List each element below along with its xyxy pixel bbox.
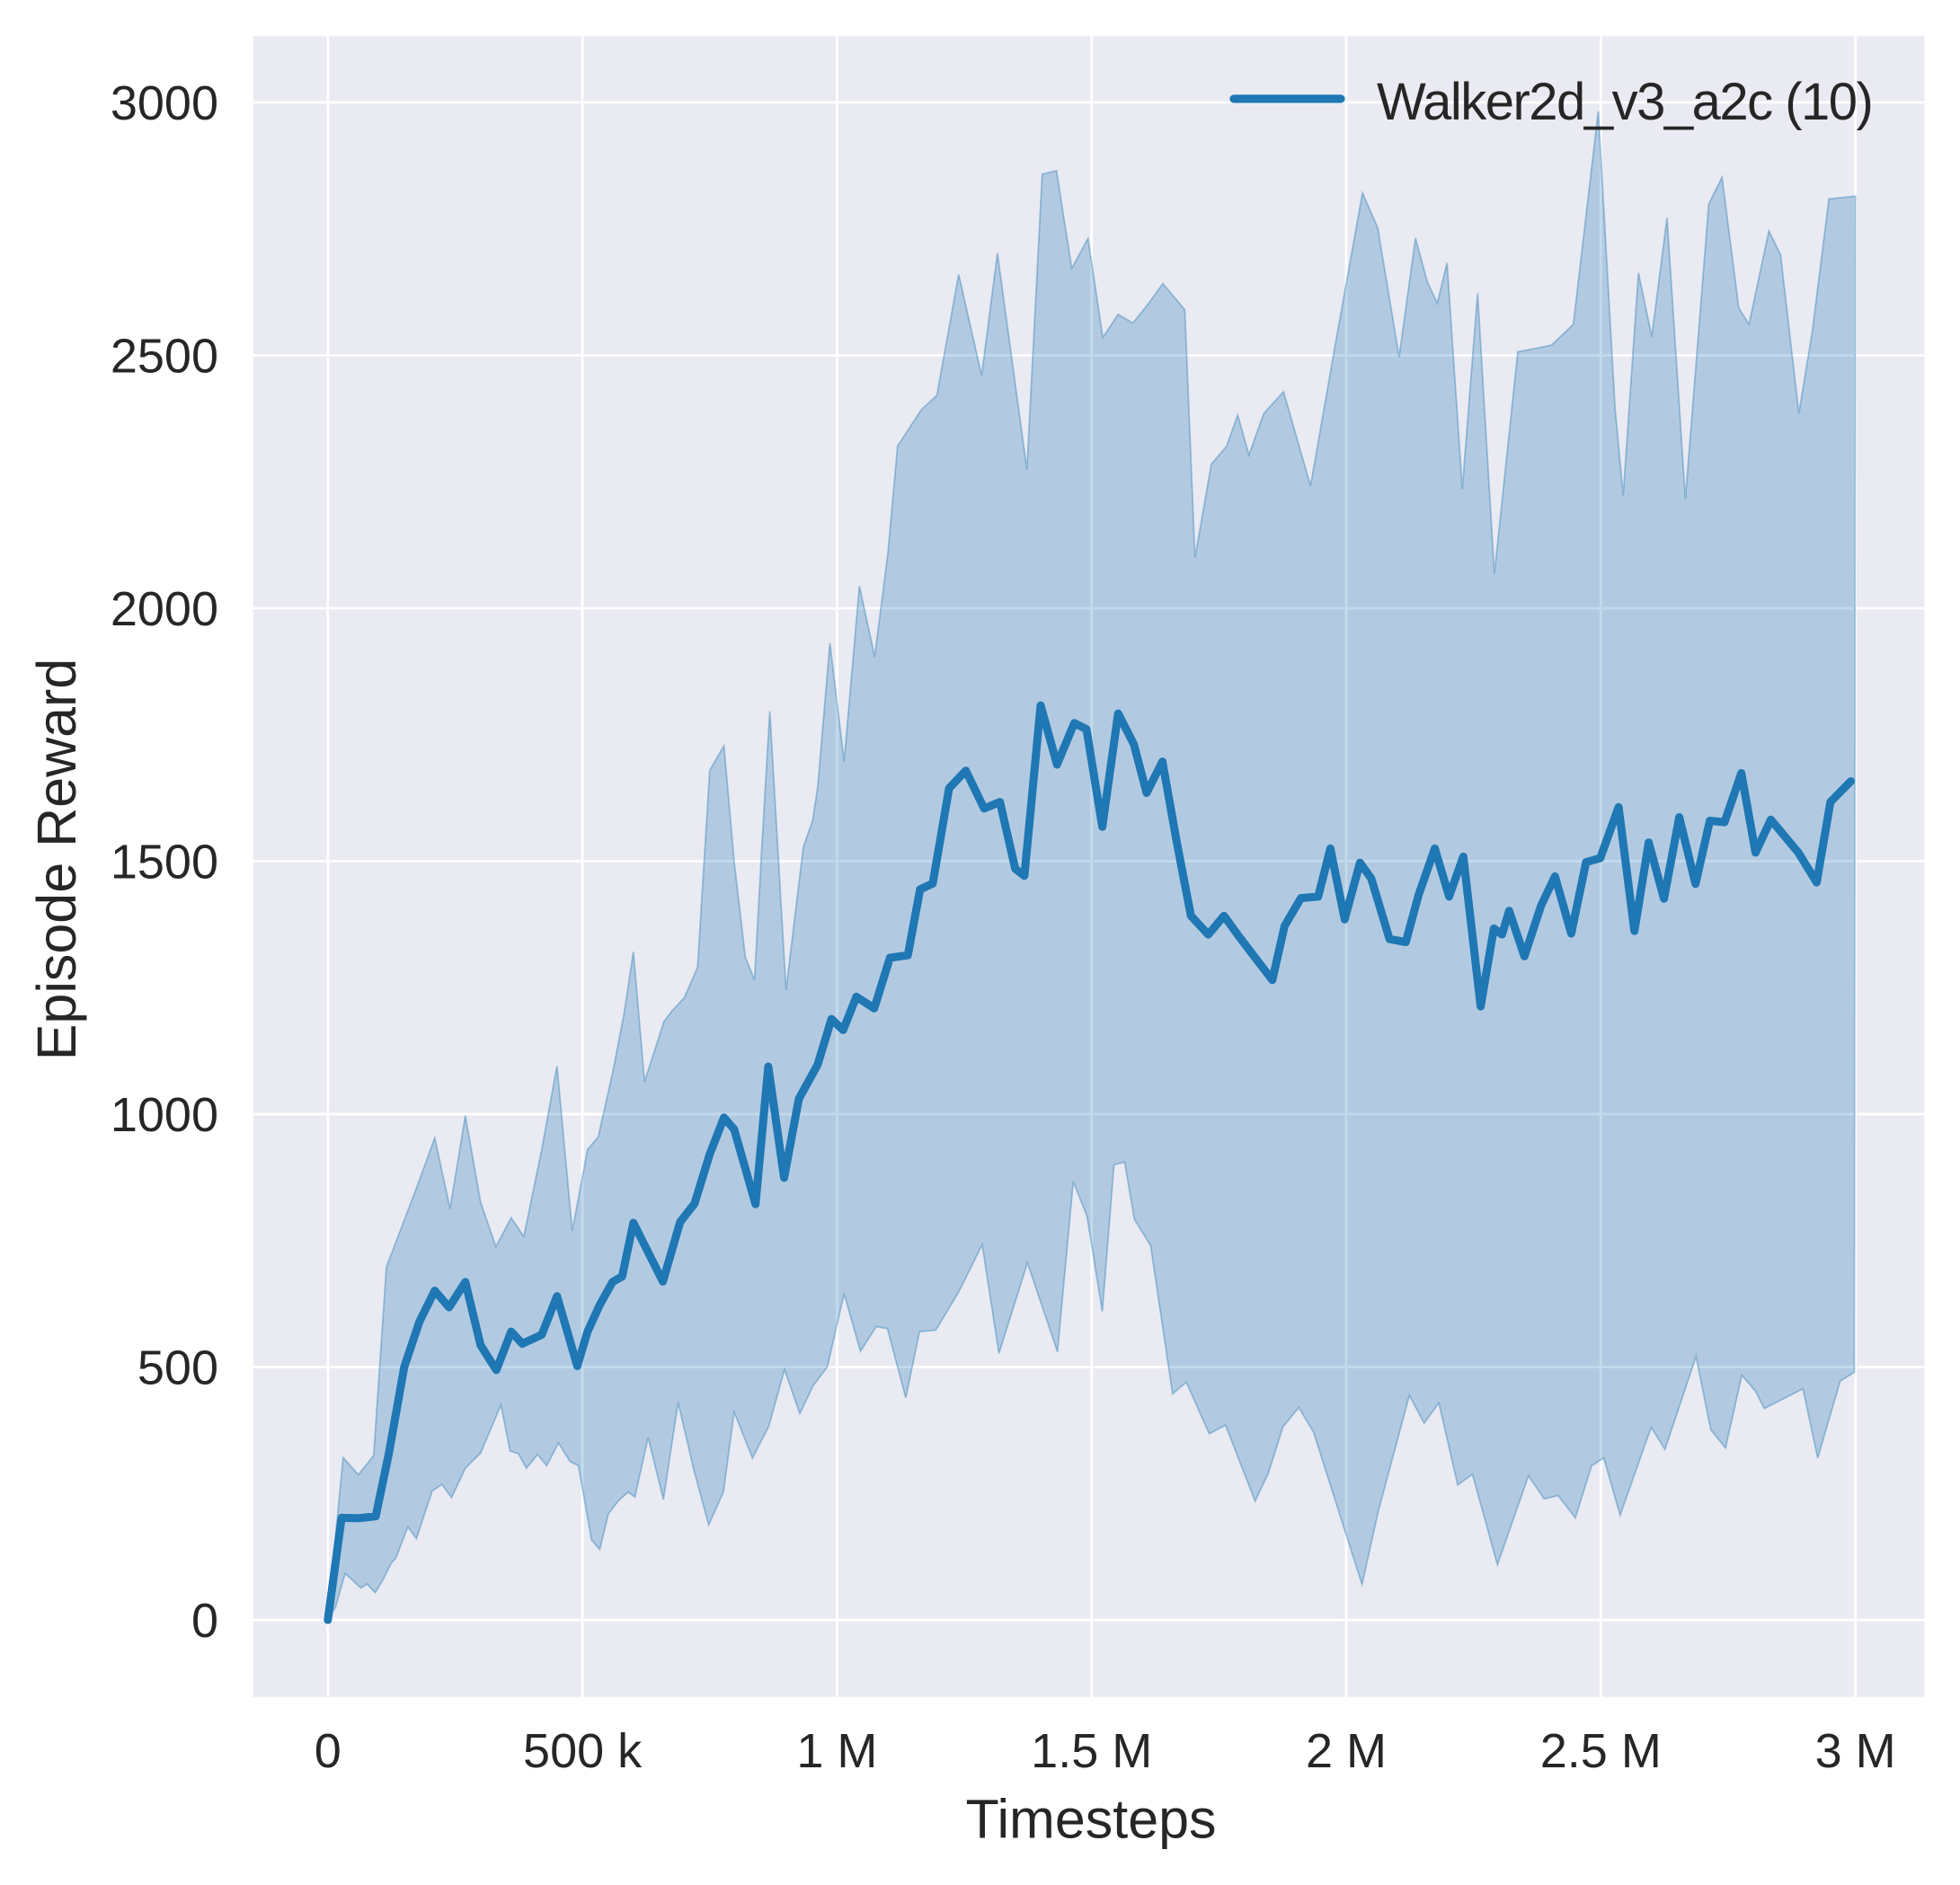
svg-text:1500: 1500	[111, 836, 218, 889]
svg-text:2500: 2500	[111, 330, 218, 384]
svg-text:3000: 3000	[111, 76, 218, 130]
svg-text:1000: 1000	[111, 1088, 218, 1142]
svg-text:1 M: 1 M	[796, 1724, 877, 1778]
svg-text:2000: 2000	[111, 582, 218, 636]
svg-text:Walker2d_v3_a2c (10): Walker2d_v3_a2c (10)	[1377, 73, 1872, 131]
svg-text:500 k: 500 k	[523, 1724, 643, 1778]
svg-text:1.5 M: 1.5 M	[1031, 1724, 1152, 1778]
svg-text:0: 0	[191, 1594, 218, 1648]
svg-text:3 M: 3 M	[1815, 1724, 1896, 1778]
svg-text:0: 0	[315, 1724, 341, 1778]
svg-text:2.5 M: 2.5 M	[1540, 1724, 1662, 1778]
svg-text:2 M: 2 M	[1306, 1724, 1387, 1778]
svg-text:Episode Reward: Episode Reward	[26, 659, 87, 1061]
svg-text:Timesteps: Timesteps	[965, 1789, 1216, 1850]
svg-text:500: 500	[137, 1341, 218, 1395]
